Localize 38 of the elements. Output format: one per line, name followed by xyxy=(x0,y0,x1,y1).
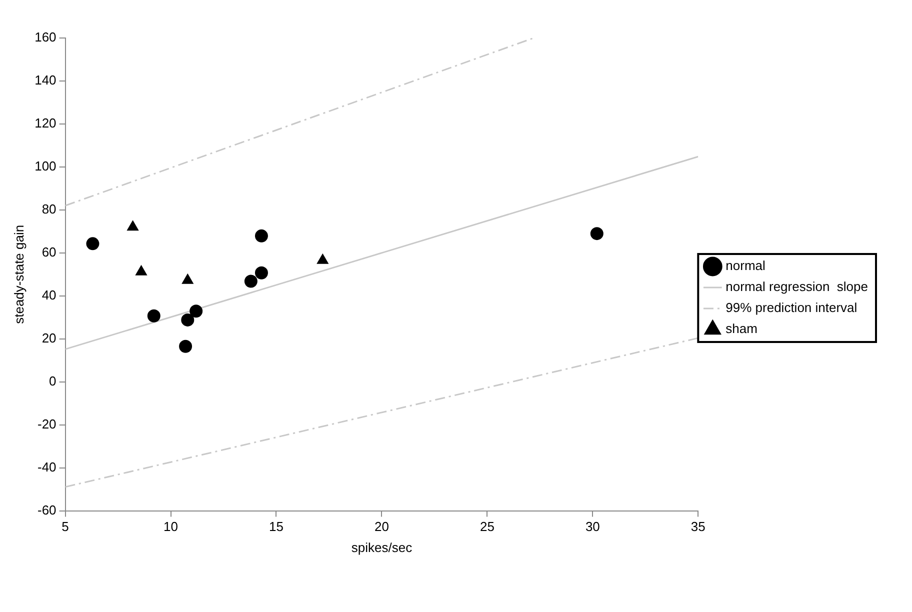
legend-label: normal regression slope xyxy=(726,279,868,294)
x-axis-title: spikes/sec xyxy=(351,540,413,555)
legend-label: 99% prediction interval xyxy=(726,300,858,316)
y-tick-label: 100 xyxy=(34,158,56,174)
x-tick-label: 15 xyxy=(269,519,284,534)
legend-label: sham xyxy=(726,321,758,336)
y-tick-label: 0 xyxy=(49,373,56,388)
point xyxy=(190,304,203,318)
point xyxy=(136,265,147,276)
x-tick-label: 35 xyxy=(690,519,706,534)
point xyxy=(181,313,194,326)
y-tick-label: 120 xyxy=(34,116,56,131)
point xyxy=(86,237,100,250)
x-tick-label: 20 xyxy=(374,519,389,534)
point xyxy=(316,254,328,264)
point xyxy=(179,340,192,353)
y-tick-label: 160 xyxy=(34,30,56,45)
point xyxy=(127,220,138,231)
legend-label: normal xyxy=(726,258,766,274)
y-tick-label: 20 xyxy=(42,330,56,346)
y-tick-label: 60 xyxy=(42,244,56,260)
point xyxy=(182,274,194,284)
point xyxy=(254,266,268,280)
y-tick-label: -60 xyxy=(37,502,56,518)
x-tick-label: 25 xyxy=(480,519,494,534)
x-tick-label: 30 xyxy=(585,519,600,534)
x-tick-label: 10 xyxy=(164,519,178,534)
y-tick-label: -20 xyxy=(37,416,56,432)
point xyxy=(590,227,604,240)
y-tick-label: 140 xyxy=(34,72,56,88)
y-tick-label: -40 xyxy=(37,459,56,474)
x-tick-label: 5 xyxy=(62,519,69,534)
point xyxy=(254,229,268,242)
point xyxy=(244,274,258,288)
point xyxy=(147,309,160,322)
y-tick-label: 40 xyxy=(42,287,56,302)
y-axis-title: steady-state gain xyxy=(11,224,26,324)
y-tick-label: 80 xyxy=(42,202,56,217)
